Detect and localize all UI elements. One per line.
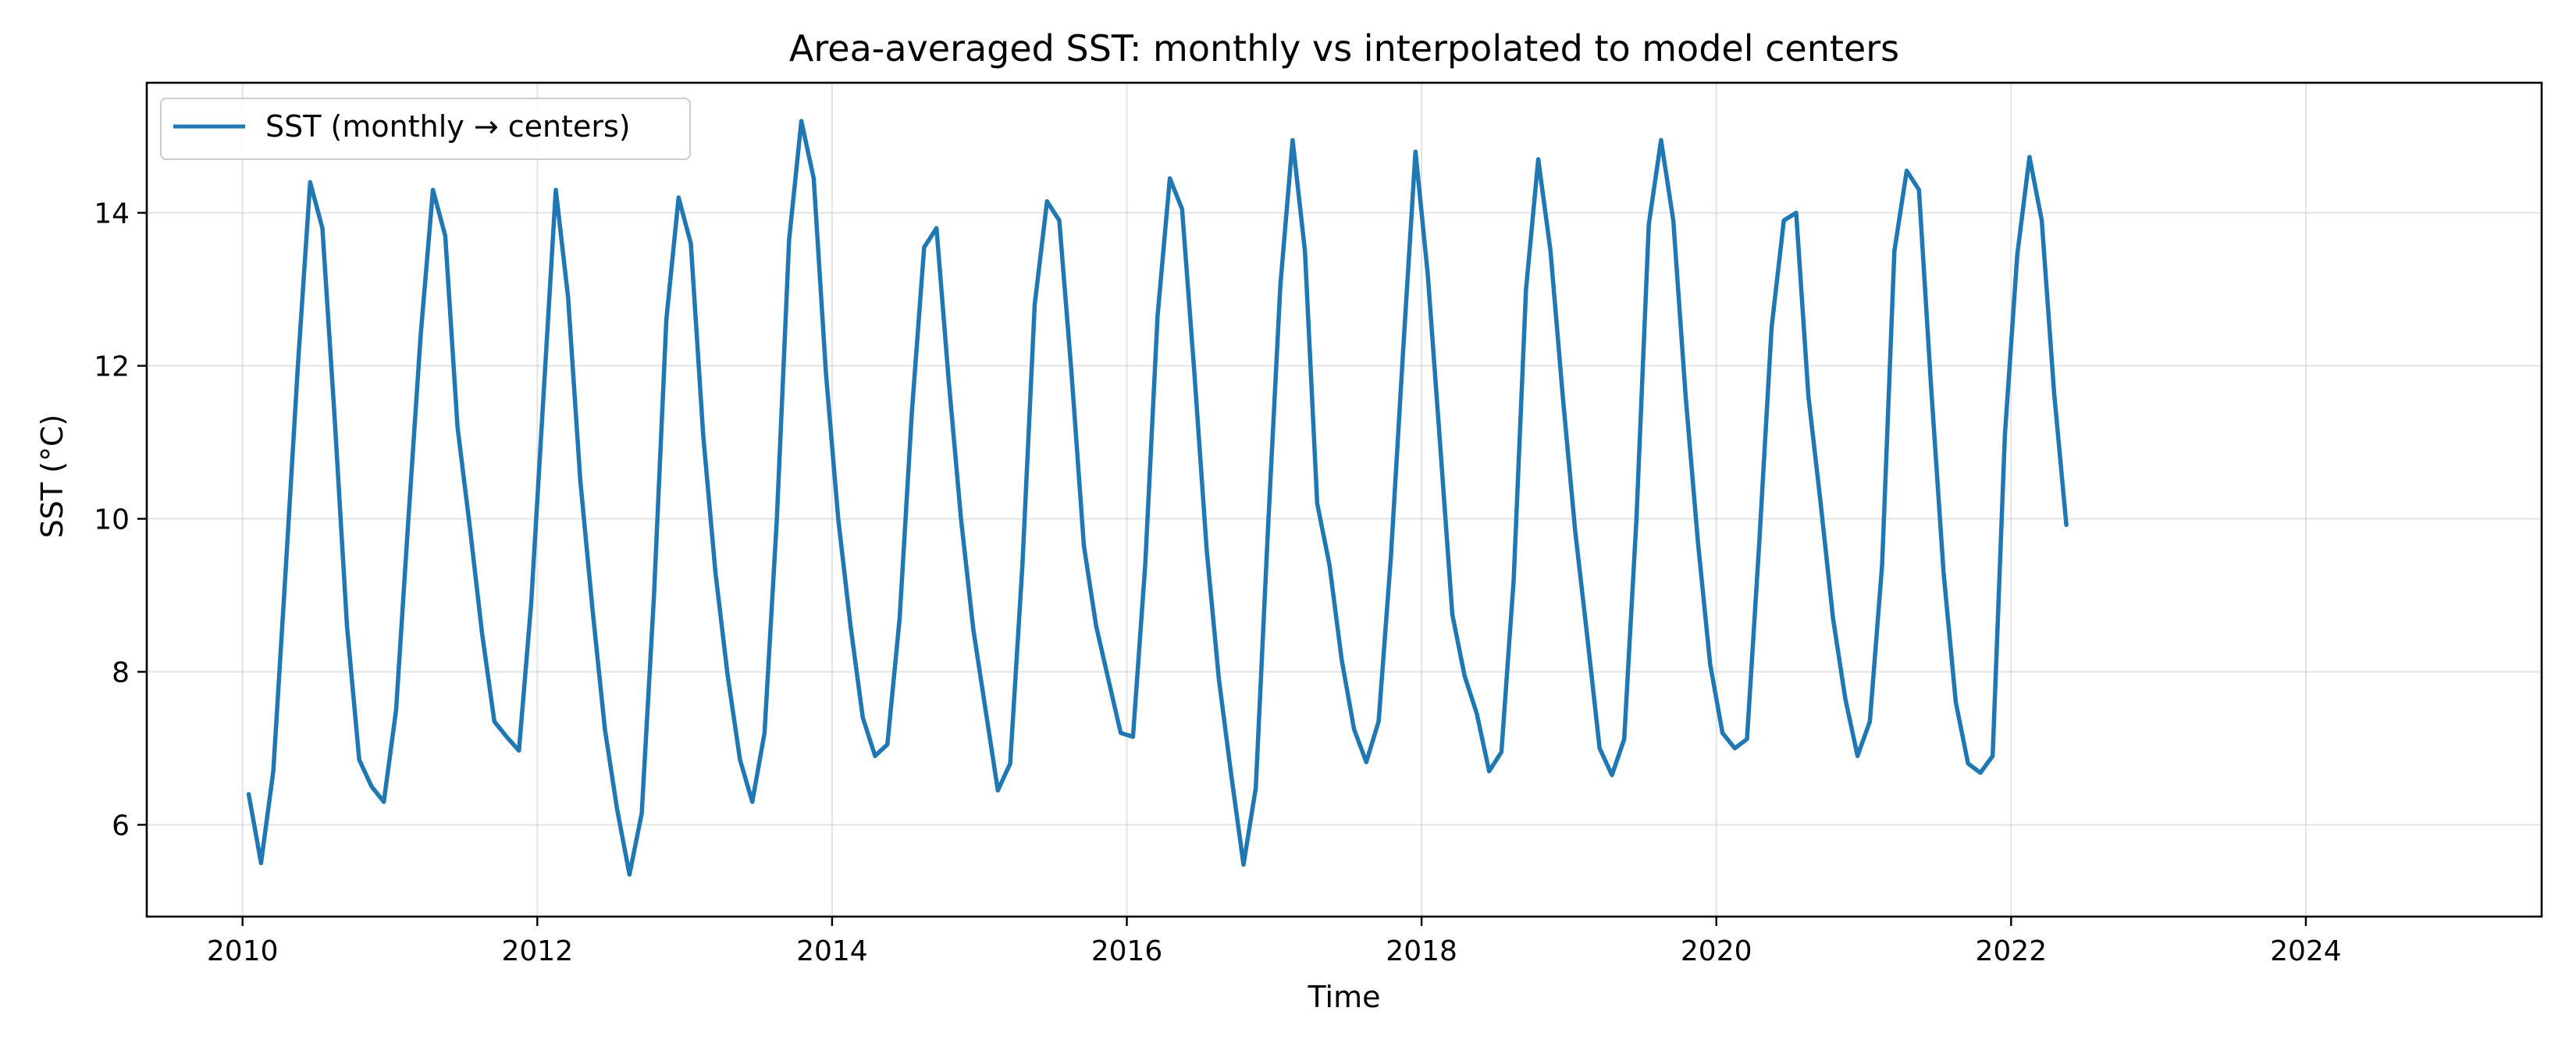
legend-label: SST (monthly → centers)	[265, 109, 631, 144]
legend: SST (monthly → centers)	[160, 98, 691, 160]
y-tick-label: 6	[112, 810, 130, 842]
x-axis-label: Time	[1308, 980, 1381, 1014]
chart-title: Area-averaged SST: monthly vs interpolat…	[789, 27, 1899, 69]
y-axis-label: SST (°C)	[35, 415, 69, 539]
x-tick-label: 2010	[207, 935, 279, 967]
x-tick-label: 2016	[1091, 935, 1163, 967]
series-layer	[246, 119, 2069, 877]
x-tick-label: 2024	[2270, 935, 2342, 967]
x-tick-label: 2014	[796, 935, 868, 967]
series-line-sst	[246, 119, 2069, 877]
x-tick-label: 2012	[502, 935, 574, 967]
y-tick-label: 12	[94, 351, 130, 383]
y-tick-label: 14	[94, 198, 130, 230]
legend-box	[160, 98, 691, 160]
x-tick-label: 2020	[1681, 935, 1752, 967]
axis-ticks: 2010 2012 2014 2016 2018 2020 2022 2024 6 8 10 12 14	[94, 198, 2342, 967]
grid-lines	[147, 83, 2542, 917]
y-tick-label: 10	[94, 504, 130, 536]
plot-frame	[145, 81, 2543, 918]
x-tick-label: 2018	[1386, 935, 1457, 967]
x-tick-label: 2022	[1976, 935, 2048, 967]
y-tick-label: 8	[112, 657, 130, 689]
